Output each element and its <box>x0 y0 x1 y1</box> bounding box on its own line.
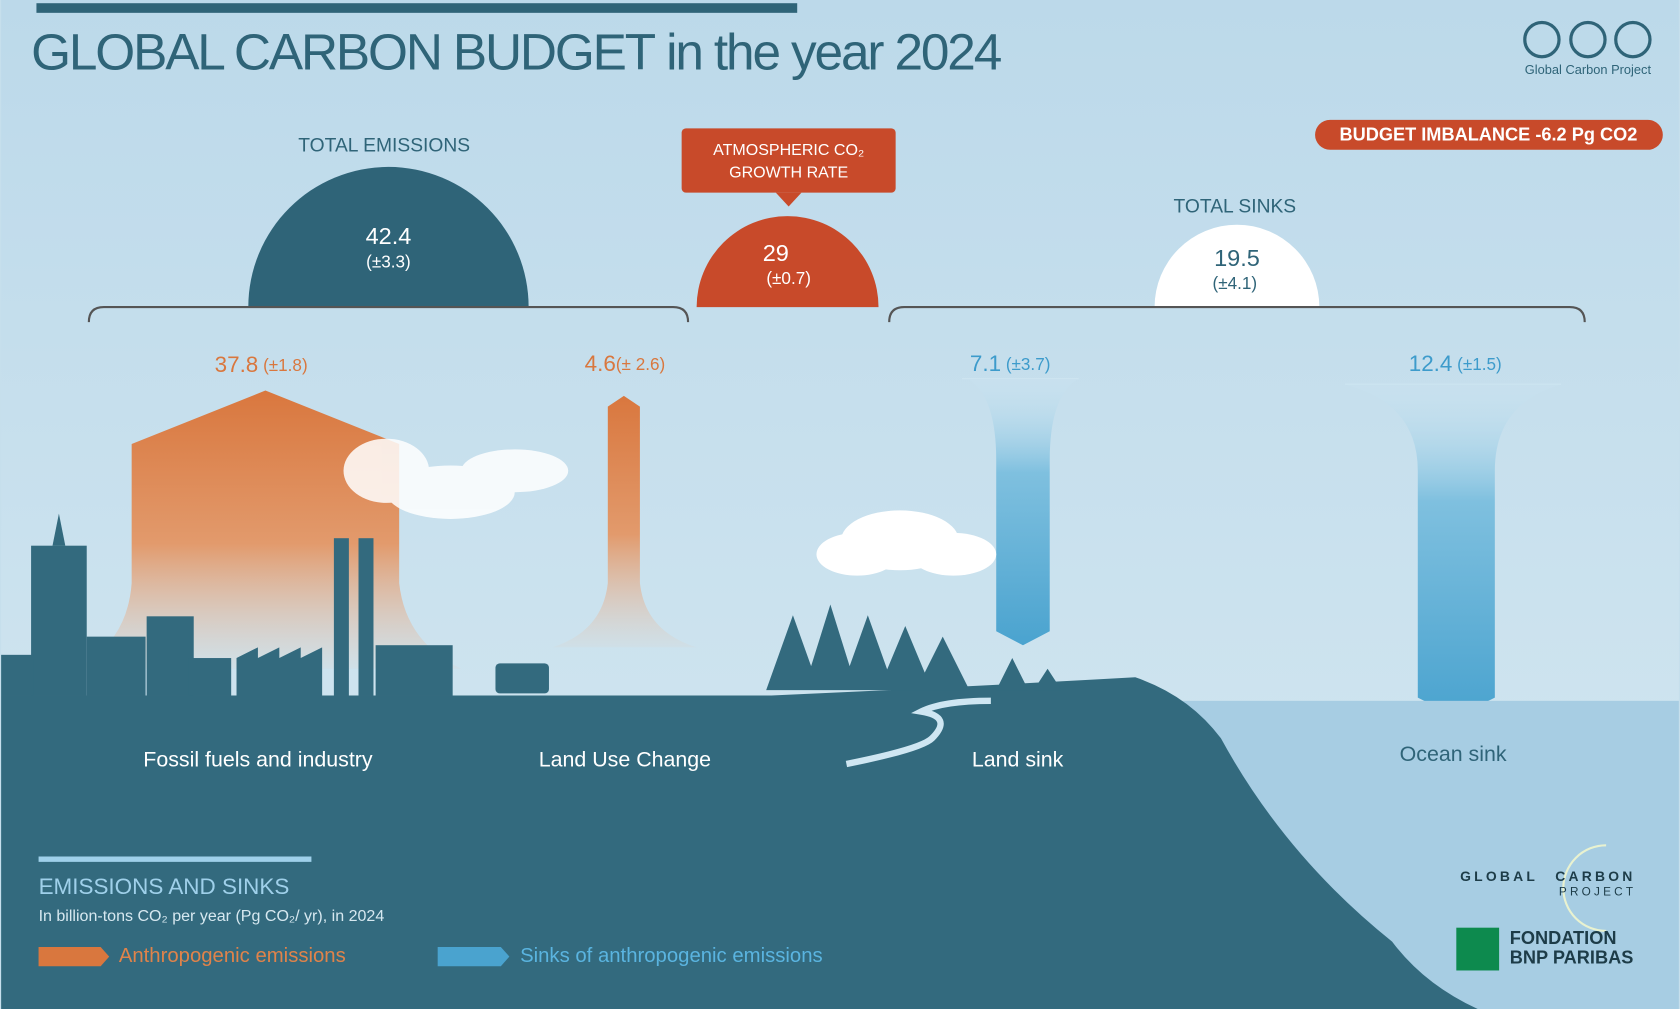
emissions-label: TOTAL EMISSIONS <box>298 136 470 157</box>
gcp-logo: GLOBAL <box>1460 868 1538 884</box>
factory <box>236 647 323 696</box>
imbalance-pill <box>1315 119 1663 150</box>
land-flow: 7.1 (±3.7) <box>970 351 1051 376</box>
top-bar <box>36 3 798 13</box>
flow-uncertainty: (±3.7) <box>1006 354 1051 373</box>
icon <box>1523 20 1561 59</box>
cloud-puff <box>816 532 898 576</box>
atmos-box <box>681 128 896 193</box>
atmos-uncertainty: (±0.7) <box>766 269 811 288</box>
river <box>845 697 991 768</box>
legend-subtitle: In billion-tons CO₂ per year (Pg CO₂/ yr… <box>39 907 385 925</box>
bnp-logo: FONDATION <box>1510 928 1617 948</box>
flow-uncertainty: (± 2.6) <box>616 354 665 373</box>
trees <box>766 604 1062 691</box>
forest <box>766 604 1062 691</box>
luc-flow: 4.6(± 2.6) <box>585 351 666 376</box>
atmos-value: 29 <box>763 240 789 266</box>
bnp-mark <box>1456 927 1500 971</box>
building <box>188 658 232 696</box>
atmos-pointer <box>775 192 802 207</box>
building <box>146 616 194 696</box>
bracket <box>87 306 690 323</box>
legend-swatch <box>437 946 510 967</box>
bnp-logo: BNP PARIBAS <box>1510 948 1634 968</box>
flow-label: Fossil fuels and industry <box>143 747 373 771</box>
luc-arrow <box>552 395 697 648</box>
atmos-label: ATMOSPHERIC CO₂ <box>713 141 864 159</box>
ocean-sink-arrow <box>1347 385 1560 717</box>
flow-value: 12.4 <box>1409 351 1453 376</box>
title-main: GLOBAL CARBON BUDGET <box>31 23 656 80</box>
atmos-label: GROWTH RATE <box>729 164 848 182</box>
city <box>1 513 549 696</box>
gcp-logo: CARBON <box>1555 868 1635 884</box>
emissions-dome <box>248 166 529 308</box>
flow-uncertainty: (±1.8) <box>263 355 308 374</box>
flow-uncertainty: (±1.5) <box>1457 354 1502 373</box>
chimney <box>358 538 374 696</box>
smoke-puff <box>461 449 569 493</box>
flow-label: Ocean sink <box>1400 742 1507 766</box>
building <box>1 654 34 696</box>
building <box>31 545 87 696</box>
legend-swatch <box>38 946 110 967</box>
flow-value: 7.1 <box>970 351 1001 376</box>
sinks-label: TOTAL SINKS <box>1173 197 1296 218</box>
fossil-flow: 37.8 (±1.8) <box>215 352 308 377</box>
gcp-logo: PROJECT <box>1559 885 1636 898</box>
brackets <box>87 306 1586 323</box>
sinks-dome <box>1154 224 1320 308</box>
flow-label: Land sink <box>972 747 1064 771</box>
credit: Global Carbon Project <box>1525 62 1652 77</box>
icon <box>1569 20 1607 59</box>
chimney <box>333 538 349 696</box>
sinks-value: 19.5 <box>1214 245 1260 271</box>
sinks-uncertainty: (±4.1) <box>1213 274 1258 293</box>
legend-item: Sinks of anthropogenic emissions <box>520 945 823 967</box>
flow-value: 4.6 <box>585 351 616 376</box>
building <box>375 645 453 696</box>
title-rest: in the year 2024 <box>666 23 1002 80</box>
harvester <box>495 663 549 694</box>
land <box>1 677 1478 1009</box>
land-sink-arrow <box>969 379 1077 646</box>
cloud <box>816 510 997 576</box>
ocean-flow: 12.4 (±1.5) <box>1409 351 1502 376</box>
legend-title: EMISSIONS AND SINKS <box>39 874 290 899</box>
legend-item: Anthropogenic emissions <box>119 945 346 967</box>
emissions-uncertainty: (±3.3) <box>366 253 411 272</box>
title: GLOBAL CARBON BUDGET in the year 2024 <box>31 23 1002 80</box>
cloud-puff <box>910 532 997 576</box>
gcp-arc <box>1562 844 1607 932</box>
bracket <box>888 306 1586 323</box>
flow-label: Land Use Change <box>539 747 711 771</box>
icon <box>1614 20 1652 59</box>
imbalance: BUDGET IMBALANCE -6.2 Pg CO2 <box>1339 125 1637 145</box>
spire <box>52 513 66 546</box>
license-icons <box>1523 20 1652 59</box>
atmos-dome <box>696 216 879 308</box>
flow-value: 37.8 <box>215 352 259 377</box>
building <box>86 636 146 696</box>
smoke <box>343 438 569 519</box>
emissions-value: 42.4 <box>366 223 412 249</box>
